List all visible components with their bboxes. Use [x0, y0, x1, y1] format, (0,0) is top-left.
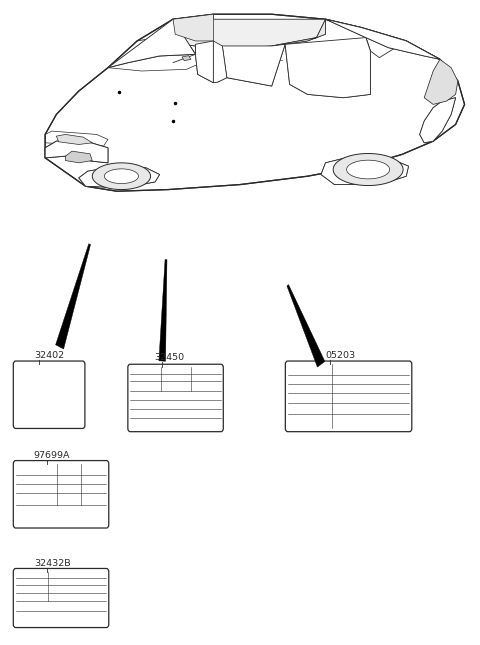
- Polygon shape: [65, 151, 92, 163]
- Polygon shape: [108, 19, 195, 68]
- Polygon shape: [45, 14, 465, 191]
- Polygon shape: [92, 163, 151, 190]
- Text: 05203: 05203: [325, 352, 355, 361]
- Polygon shape: [214, 41, 227, 83]
- FancyBboxPatch shape: [13, 361, 85, 428]
- FancyBboxPatch shape: [128, 364, 223, 432]
- Text: 32450: 32450: [154, 353, 184, 362]
- Text: 97699A: 97699A: [34, 451, 71, 460]
- Polygon shape: [182, 55, 191, 61]
- Polygon shape: [272, 19, 325, 46]
- Polygon shape: [222, 45, 285, 86]
- Polygon shape: [164, 19, 325, 49]
- Polygon shape: [321, 156, 408, 184]
- Polygon shape: [287, 284, 325, 367]
- FancyBboxPatch shape: [285, 361, 412, 432]
- Polygon shape: [104, 169, 138, 184]
- Polygon shape: [195, 41, 214, 83]
- Polygon shape: [159, 259, 167, 361]
- Polygon shape: [333, 154, 403, 186]
- Polygon shape: [420, 98, 456, 143]
- Polygon shape: [45, 141, 108, 163]
- Polygon shape: [424, 59, 458, 104]
- Polygon shape: [79, 166, 159, 187]
- Text: 32432B: 32432B: [34, 559, 71, 568]
- Polygon shape: [56, 134, 92, 144]
- Polygon shape: [173, 14, 214, 41]
- FancyBboxPatch shape: [13, 461, 109, 528]
- Polygon shape: [325, 19, 440, 59]
- Polygon shape: [56, 244, 91, 349]
- FancyBboxPatch shape: [13, 568, 109, 628]
- Polygon shape: [285, 37, 371, 98]
- Text: 32402: 32402: [34, 352, 64, 361]
- Polygon shape: [347, 160, 390, 179]
